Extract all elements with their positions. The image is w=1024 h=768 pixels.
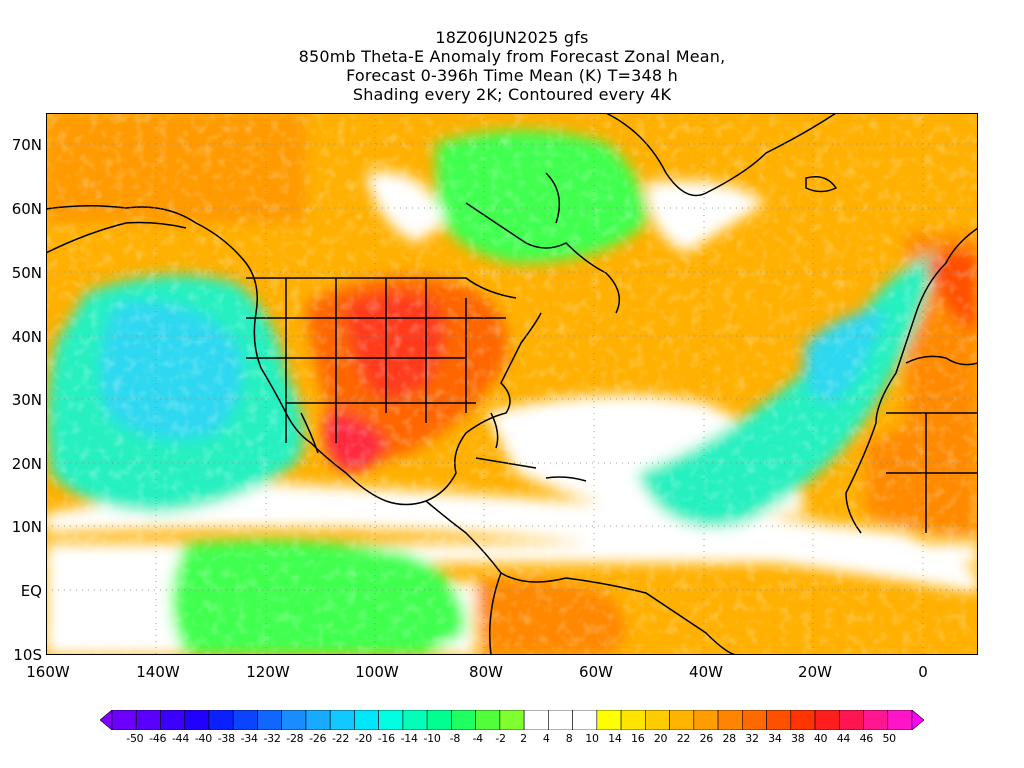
colorbar-swatch: [572, 710, 598, 730]
lon-label-100w: 100W: [355, 663, 399, 681]
colorbar-swatch: [838, 710, 864, 730]
colorbar-tick-label: 22: [676, 732, 691, 745]
title-variable: 850mb Theta-E Anomaly from Forecast Zona…: [298, 47, 726, 66]
colorbar-tick-label: 20: [653, 732, 668, 745]
lat-label-50n: 50N: [11, 264, 42, 282]
lat-label-10n: 10N: [11, 518, 42, 536]
lon-label-20w: 20W: [798, 663, 832, 681]
colorbar-swatch: [548, 710, 573, 730]
title-forecast: Forecast 0-396h Time Mean (K) T=348 h: [346, 66, 678, 85]
colorbar-tick-label: -22: [332, 732, 350, 745]
lon-label-0: 0: [918, 663, 928, 681]
colorbar-tick-label: -40: [194, 732, 212, 745]
lon-label-120w: 120W: [246, 663, 290, 681]
colorbar-swatch: [305, 710, 331, 730]
colorbar-swatch: [814, 710, 840, 730]
colorbar-tick-label: 38: [791, 732, 805, 745]
colorbar-tick-label: -50: [126, 732, 144, 745]
colorbar-swatch: [426, 710, 452, 730]
title-shading: Shading every 2K; Contoured every 4K: [352, 85, 672, 104]
colorbar-swatch: [160, 710, 186, 730]
map-plot: [46, 113, 978, 655]
colorbar-swatch: [596, 710, 622, 730]
colorbar-swatch: [208, 710, 234, 730]
colorbar-tick-label: -46: [149, 732, 167, 745]
title-date: 18Z06JUN2025 gfs: [435, 28, 589, 47]
colorbar-swatch: [378, 710, 404, 730]
colorbar-swatch: [620, 710, 646, 730]
colorbar-swatch: [790, 710, 816, 730]
colorbar-arrow-min: [100, 710, 113, 730]
colorbar-swatch: [887, 710, 913, 730]
colorbar-tick-label: 34: [768, 732, 782, 745]
lon-label-140w: 140W: [136, 663, 180, 681]
colorbar-swatch: [717, 710, 743, 730]
colorbar-swatch: [354, 710, 379, 730]
lat-label-20n: 20N: [11, 455, 42, 473]
colorbar-tick-label: -26: [309, 732, 327, 745]
colorbar-tick-label: -10: [423, 732, 441, 745]
colorbar-swatch: [499, 710, 525, 730]
colorbar-swatch: [135, 710, 161, 730]
lon-label-160w: 160W: [26, 663, 70, 681]
colorbar-tick-label: 46: [859, 732, 874, 745]
colorbar-tick-label: -44: [172, 732, 190, 745]
colorbar-swatch: [451, 710, 476, 730]
colorbar-tick-label: 26: [699, 732, 714, 745]
theta-e-anomaly-map: [46, 113, 978, 655]
colorbar-tick-label: 8: [565, 732, 573, 745]
colorbar-tick-label: -38: [217, 732, 235, 745]
colorbar-tick-label: -4: [472, 732, 484, 745]
colorbar-tick-label: -28: [286, 732, 304, 745]
colorbar-tick-label: 32: [745, 732, 759, 745]
colorbar-tick-label: 28: [722, 732, 736, 745]
colorbar-swatch: [184, 710, 210, 730]
lat-label-40n: 40N: [11, 328, 42, 346]
colorbar-swatch: [402, 710, 428, 730]
colorbar-tick-label: -20: [354, 732, 372, 745]
colorbar-swatch: [863, 710, 889, 730]
lat-label-30n: 30N: [11, 391, 42, 409]
colorbar-tick-label: 44: [836, 732, 851, 745]
colorbar-swatch: [232, 710, 258, 730]
colorbar-swatch: [111, 710, 137, 730]
colorbar-tick-label: -32: [263, 732, 281, 745]
colorbar-swatch: [257, 710, 282, 730]
colorbar-tick-label: -8: [449, 732, 461, 745]
colorbar-tick-label: 2: [520, 732, 527, 745]
colorbar-tick-label: -34: [240, 732, 258, 745]
colorbar: [100, 710, 924, 730]
colorbar-swatch: [693, 710, 719, 730]
colorbar-swatch: [281, 710, 307, 730]
colorbar-tick-label: 14: [608, 732, 622, 745]
colorbar-swatch: [669, 710, 695, 730]
colorbar-tick-label: 40: [813, 732, 828, 745]
colorbar-tick-label: 10: [585, 732, 599, 745]
colorbar-tick-label: 50: [882, 732, 896, 745]
colorbar-swatch: [475, 710, 501, 730]
colorbar-swatch: [645, 710, 670, 730]
lon-label-60w: 60W: [579, 663, 613, 681]
colorbar-swatch: [742, 710, 767, 730]
lat-label-eq: EQ: [20, 582, 42, 600]
lon-label-40w: 40W: [689, 663, 723, 681]
colorbar-tick-label: -16: [377, 732, 395, 745]
lon-label-80w: 80W: [469, 663, 503, 681]
colorbar-swatch: [523, 710, 549, 730]
colorbar-tick-label: -2: [495, 732, 506, 745]
colorbar-tick-label: 4: [542, 732, 550, 745]
colorbar-arrow-max: [911, 710, 924, 730]
colorbar-tick-label: -14: [400, 732, 418, 745]
lat-label-60n: 60N: [11, 200, 42, 218]
lat-label-70n: 70N: [11, 136, 42, 154]
colorbar-tick-label: 16: [631, 732, 645, 745]
lat-label-10s: 10S: [13, 646, 42, 664]
colorbar-swatch: [766, 710, 792, 730]
colorbar-swatch: [329, 710, 355, 730]
